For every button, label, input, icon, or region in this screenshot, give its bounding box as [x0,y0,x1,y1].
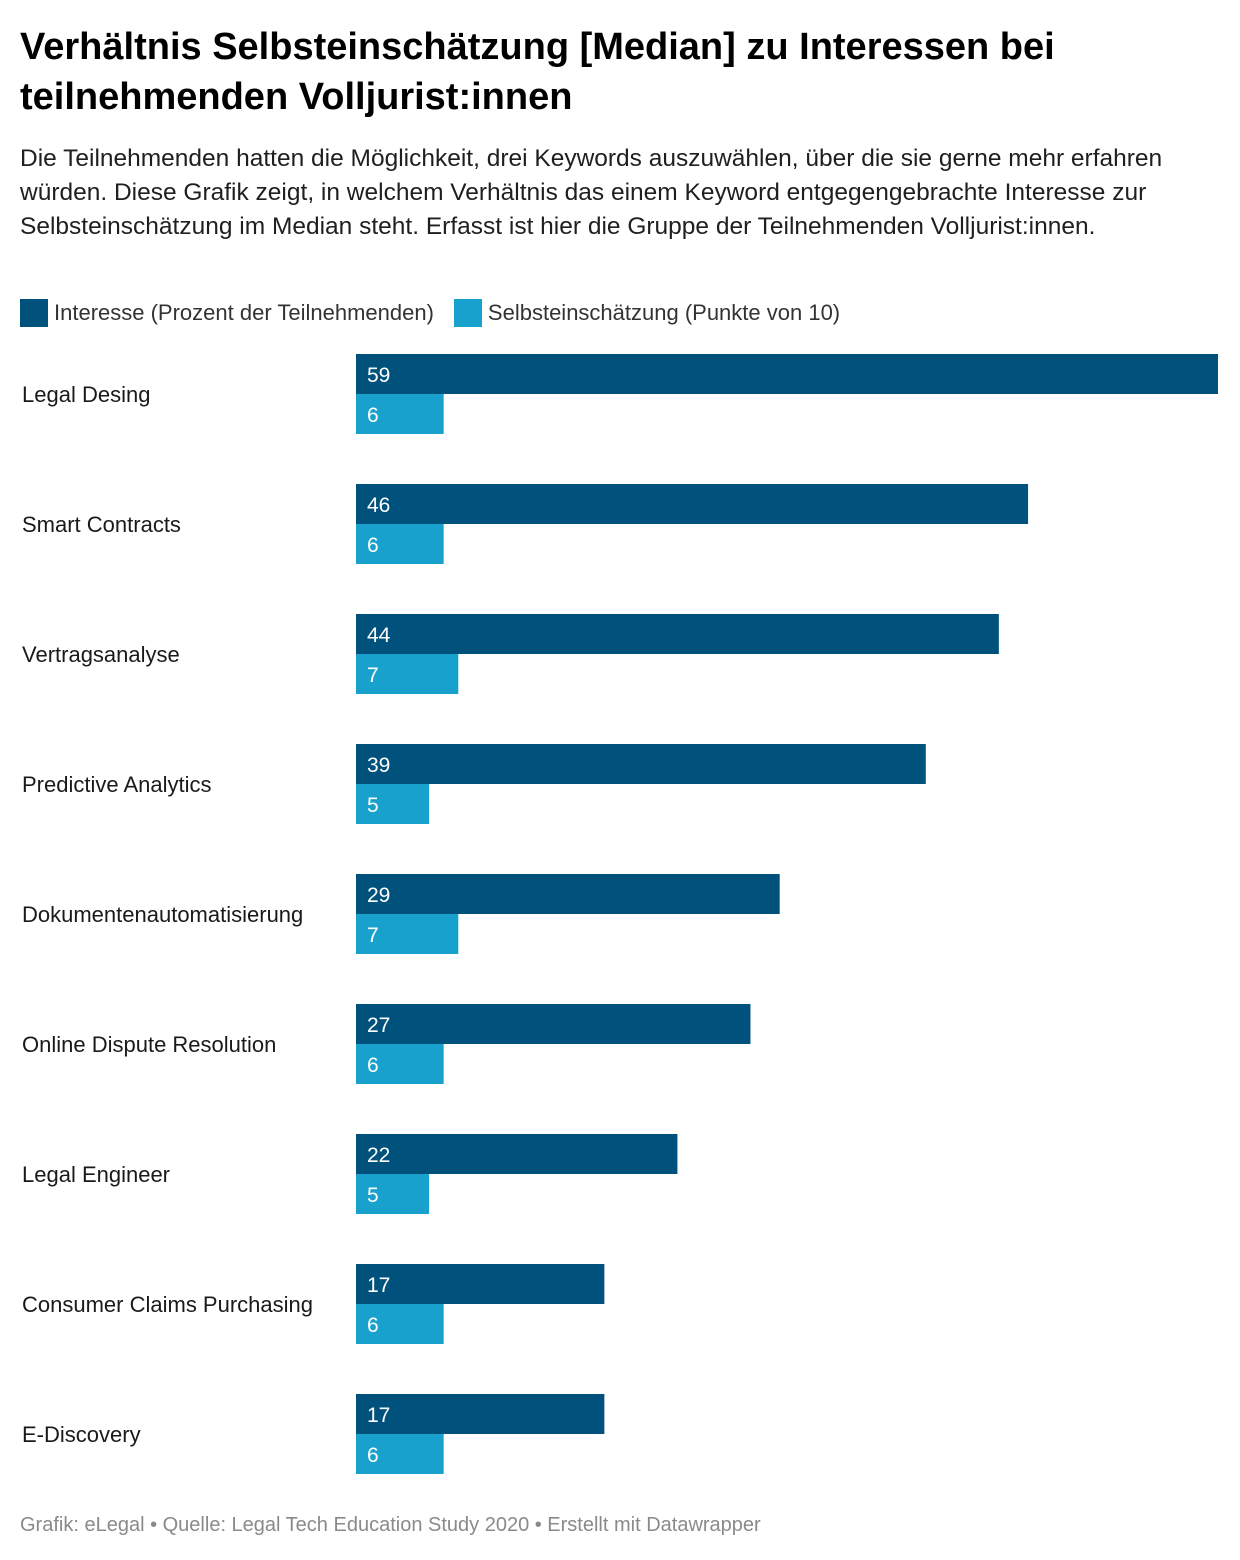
bar-group-legal-desing: Legal Desing 59 6 [22,354,1218,434]
bar-group-online-dispute-resolution: Online Dispute Resolution 27 6 [22,1004,751,1084]
bar-selbsteinschaetzung [356,1174,430,1214]
bar-selbsteinschaetzung [356,784,430,824]
value-label-selbsteinschaetzung: 6 [367,1054,379,1077]
category-label: Predictive Analytics [22,772,212,797]
legend-label-selbsteinschaetzung: Selbsteinschätzung (Punkte von 10) [487,300,841,325]
bar-selbsteinschaetzung [356,1304,444,1344]
value-label-selbsteinschaetzung: 6 [367,1314,379,1337]
value-label-selbsteinschaetzung: 6 [367,404,379,427]
bar-selbsteinschaetzung [356,394,444,434]
bar-group-vertragsanalyse: Vertragsanalyse 44 7 [22,614,999,694]
bar-selbsteinschaetzung [356,654,459,694]
bar-interesse [356,744,926,784]
bar-group-predictive-analytics: Predictive Analytics 39 5 [22,744,926,824]
bar-selbsteinschaetzung [356,1044,444,1084]
value-label-selbsteinschaetzung: 7 [367,664,379,687]
value-label-selbsteinschaetzung: 6 [367,534,379,557]
legend-swatch-selbsteinschaetzung [453,299,482,327]
bar-interesse [356,354,1218,394]
legend-label-interesse: Interesse (Prozent der Teilnehmenden) [54,300,434,325]
bar-interesse [356,1394,605,1434]
bar-group-consumer-claims-purchasing: Consumer Claims Purchasing 17 6 [22,1264,605,1344]
value-label-selbsteinschaetzung: 5 [367,794,379,817]
value-label-interesse: 29 [367,884,390,907]
value-label-interesse: 44 [367,624,391,647]
category-label: Smart Contracts [22,512,181,537]
category-label: Online Dispute Resolution [22,1032,276,1057]
footer-source: Grafik: eLegal • Quelle: Legal Tech Educ… [20,1514,761,1536]
value-label-interesse: 17 [367,1274,390,1297]
category-label: Consumer Claims Purchasing [22,1292,313,1317]
bar-group-e-discovery: E-Discovery 17 6 [22,1394,605,1474]
bar-interesse [356,1134,678,1174]
bar-selbsteinschaetzung [356,524,444,564]
value-label-interesse: 17 [367,1404,390,1427]
chart-title: Verhältnis Selbsteinschätzung [Median] z… [20,26,1055,118]
bar-selbsteinschaetzung [356,914,459,954]
legend-swatch-interesse [20,299,48,327]
bar-interesse [356,1264,605,1304]
category-label: Legal Engineer [22,1162,170,1187]
bar-selbsteinschaetzung [356,1434,444,1474]
legend-item-selbsteinschaetzung: Selbsteinschätzung (Punkte von 10) [453,299,841,327]
value-label-selbsteinschaetzung: 6 [367,1444,379,1467]
legend: Interesse (Prozent der Teilnehmenden) Se… [20,298,860,328]
value-label-interesse: 22 [367,1144,390,1167]
category-label: Dokumentenautomatisierung [22,902,303,927]
chart-subtitle: Die Teilnehmenden hatten die Möglichkeit… [20,145,1163,240]
value-label-selbsteinschaetzung: 5 [367,1184,379,1207]
bar-group-legal-engineer: Legal Engineer 22 5 [22,1134,678,1214]
bar-group-dokumentenautomatisierung: Dokumentenautomatisierung 29 7 [22,874,780,954]
category-label: E-Discovery [22,1422,141,1447]
bar-interesse [356,874,780,914]
value-label-interesse: 59 [367,364,390,387]
value-label-interesse: 46 [367,494,390,517]
value-label-interesse: 27 [367,1014,390,1037]
value-label-interesse: 39 [367,754,390,777]
value-label-selbsteinschaetzung: 7 [367,924,379,947]
bar-interesse [356,614,999,654]
legend-item-interesse: Interesse (Prozent der Teilnehmenden) [20,299,434,327]
bar-chart: Legal Desing 59 6 Smart Contracts 46 6 Vertrag… [22,354,1218,1474]
category-label: Vertragsanalyse [22,642,180,667]
bar-interesse [356,1004,751,1044]
bar-interesse [356,484,1029,524]
category-label: Legal Desing [22,382,150,407]
bar-group-smart-contracts: Smart Contracts 46 6 [22,484,1029,564]
